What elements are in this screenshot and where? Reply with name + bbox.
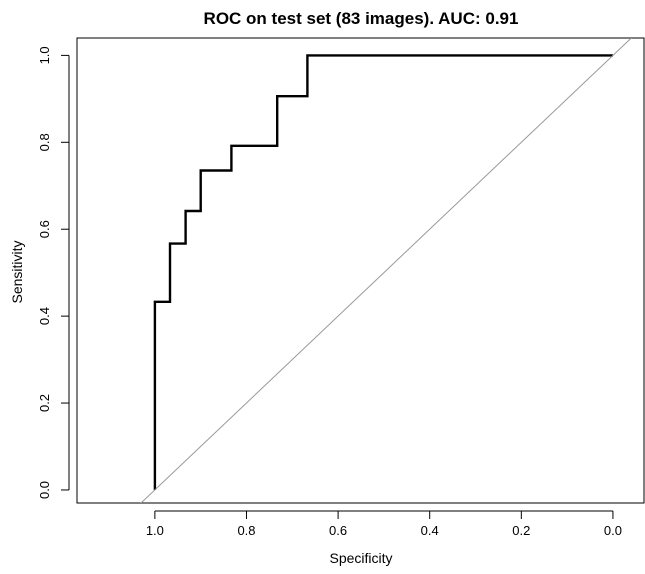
y-axis: 0.0 0.2 0.4 0.6 0.8 1.0 xyxy=(37,46,70,499)
y-tick-label: 0.6 xyxy=(37,220,52,238)
x-axis-label: Specificity xyxy=(329,550,392,566)
x-tick-label: 0.0 xyxy=(604,523,622,538)
x-tick-label: 1.0 xyxy=(146,523,164,538)
y-tick-label: 0.2 xyxy=(37,394,52,412)
x-tick-label: 0.6 xyxy=(329,523,347,538)
plot-marks xyxy=(140,38,632,503)
y-tick-label: 1.0 xyxy=(37,46,52,64)
plot-frame xyxy=(76,37,645,504)
x-axis: 1.0 0.8 0.6 0.4 0.2 0.0 xyxy=(146,510,622,538)
y-axis-label: Sensitivity xyxy=(9,240,25,303)
x-tick-label: 0.8 xyxy=(237,523,255,538)
y-tick-label: 0.0 xyxy=(37,481,52,499)
x-tick-label: 0.4 xyxy=(421,523,439,538)
y-tick-label: 0.8 xyxy=(37,133,52,151)
x-tick-label: 0.2 xyxy=(512,523,530,538)
reference-diagonal xyxy=(140,38,632,503)
roc-curve xyxy=(153,54,613,490)
chart-title: ROC on test set (83 images). AUC: 0.91 xyxy=(204,9,519,28)
y-tick-label: 0.4 xyxy=(37,307,52,325)
